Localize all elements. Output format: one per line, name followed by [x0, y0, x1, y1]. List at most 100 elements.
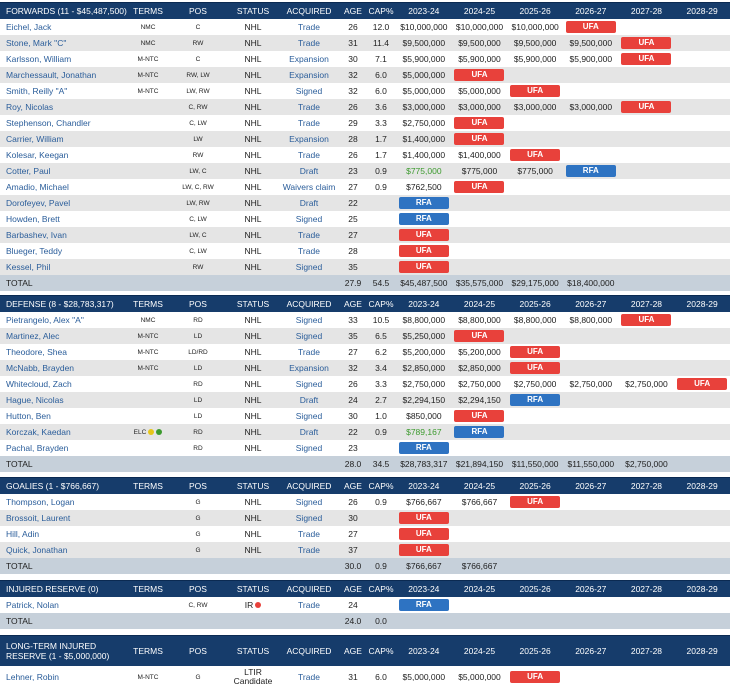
age: 30 [340, 51, 366, 67]
cap [366, 526, 396, 542]
age: 32 [340, 360, 366, 376]
year-cell [507, 328, 563, 344]
status: NHL [228, 35, 278, 51]
status-text: NHL [244, 22, 261, 32]
age-text: 30 [348, 513, 357, 523]
column-label: 2026-27 [575, 299, 606, 309]
year-cell: RFA [396, 195, 452, 211]
cap [366, 227, 396, 243]
age-text: 32 [348, 363, 357, 373]
column-header: STATUS [228, 296, 278, 313]
cap-text: 11.4 [373, 38, 389, 48]
position: LD [168, 392, 228, 408]
player-link: Martinez, Alec [6, 331, 59, 341]
cap-text: 3.3 [375, 379, 387, 389]
cap: 6.0 [366, 83, 396, 99]
age: 37 [340, 542, 366, 558]
year-cell: $8,800,000 [452, 312, 508, 328]
player-name: McNabb, Brayden [0, 360, 128, 376]
year-cell [507, 259, 563, 275]
year-cell [674, 35, 730, 51]
year-cell [507, 195, 563, 211]
position: LW, C, RW [168, 179, 228, 195]
cap-text: 0.9 [375, 497, 387, 507]
section-title: GOALIES (1 - $766,667) [0, 478, 128, 495]
total-text: TOTAL [6, 616, 33, 626]
age-text: 29 [348, 118, 357, 128]
year-cell [507, 408, 563, 424]
column-label: AGE [344, 6, 362, 16]
acquired-text: Trade [298, 22, 320, 32]
year-cell: $35,575,000 [452, 275, 508, 291]
cap-text: 1.7 [375, 150, 387, 160]
status: NHL [228, 195, 278, 211]
player-link: Quick, Jonathan [6, 545, 67, 555]
age: 24 [340, 392, 366, 408]
position: RD [168, 424, 228, 440]
column-label: 2025-26 [520, 646, 551, 656]
year-cell: $28,783,317 [396, 456, 452, 472]
column-header: CAP% [366, 581, 396, 598]
year-cell: $3,000,000 [563, 99, 619, 115]
age-text: 30 [348, 411, 357, 421]
cap [366, 195, 396, 211]
year-cell: $3,000,000 [452, 99, 508, 115]
year-cell [563, 558, 619, 574]
column-header: 2024-25 [452, 636, 508, 667]
position: C, LW [168, 211, 228, 227]
title-text: INJURED RESERVE (0) [6, 584, 98, 594]
total-label: TOTAL [0, 275, 128, 291]
year-cell [619, 328, 675, 344]
section-title: INJURED RESERVE (0) [0, 581, 128, 598]
column-header: 2023-24 [396, 636, 452, 667]
status-text: NHL [244, 545, 261, 555]
year-cell [563, 597, 619, 613]
year-cell [619, 259, 675, 275]
column-label: 2027-28 [631, 481, 662, 491]
position: RW [168, 147, 228, 163]
salary: $2,750,000 [570, 379, 613, 389]
age-text: 32 [348, 70, 357, 80]
year-cell: $5,900,000 [396, 51, 452, 67]
year-cell: UFA [396, 259, 452, 275]
year-cell [674, 19, 730, 35]
year-cell [619, 666, 675, 688]
acquired-text: Trade [298, 672, 320, 682]
contract-badge: UFA [454, 133, 504, 145]
pos-text: LW [193, 136, 202, 143]
status-text: NHL [244, 411, 261, 421]
cap-text: 6.0 [375, 672, 387, 682]
column-header: STATUS [228, 636, 278, 667]
salary: $2,294,150 [458, 395, 501, 405]
year-cell [507, 424, 563, 440]
player-name: Dorofeyev, Pavel [0, 195, 128, 211]
age-text: 26 [348, 102, 357, 112]
player-link: Patrick, Nolan [6, 600, 59, 610]
column-label: 2026-27 [575, 6, 606, 16]
contract-badge: UFA [454, 410, 504, 422]
player-name: Stone, Mark "C" [0, 35, 128, 51]
year-cell [563, 494, 619, 510]
column-label: POS [189, 6, 207, 16]
terms: NMC [128, 19, 168, 35]
terms: M-NTC [128, 328, 168, 344]
status-text: NHL [244, 54, 261, 64]
year-cell: $775,000 [507, 163, 563, 179]
year-cell: UFA [619, 35, 675, 51]
column-header: POS [168, 296, 228, 313]
player-link: Theodore, Shea [6, 347, 67, 357]
pos-text: LW, RW [186, 88, 209, 95]
year-cell: UFA [619, 99, 675, 115]
contract-badge: UFA [510, 85, 560, 97]
age: 28 [340, 131, 366, 147]
terms: M-NTC [128, 51, 168, 67]
icon [255, 602, 261, 608]
salary: $29,175,000 [512, 278, 559, 288]
status-text: NHL [244, 38, 261, 48]
cap: 6.0 [366, 666, 396, 688]
